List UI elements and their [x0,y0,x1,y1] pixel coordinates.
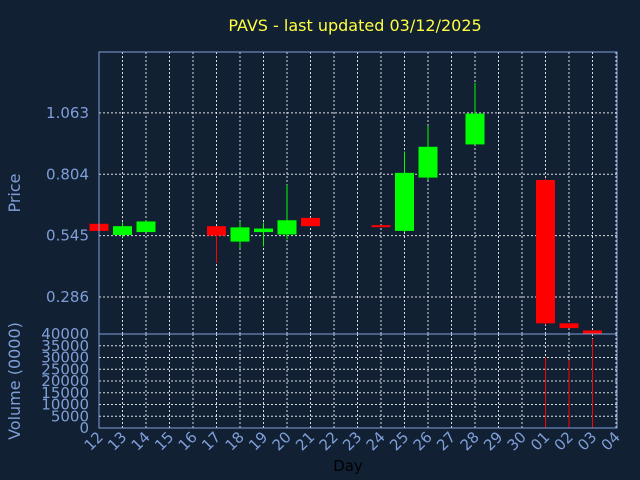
x-tick-label: 01 [527,428,553,454]
volume-tick-label: 35000 [41,337,89,355]
volume-tick-label: 15000 [41,384,89,402]
candle-body [371,225,391,228]
candle-19 [254,222,273,247]
x-tick-label: 28 [457,428,483,454]
x-tick-label: 17 [198,428,224,454]
x-tick-label: 25 [386,428,412,454]
candle-body [301,217,320,227]
candle-body [559,323,579,329]
chart-title: PAVS - last updated 03/12/2025 [228,16,481,35]
candle-body [418,146,438,178]
volume-tick-label: 30000 [41,349,89,367]
x-tick-labels: 1213141516171819202122232425262728293001… [81,428,624,454]
x-tick-label: 30 [504,428,530,454]
x-tick-label: 13 [104,428,130,454]
x-tick-label: 18 [222,428,248,454]
volume-tick-label: 25000 [41,360,89,378]
x-tick-label: 16 [175,428,201,454]
x-tick-label: 04 [598,428,624,454]
candle-body [536,179,555,324]
candle-18 [230,221,250,249]
price-axis-label: Price [5,173,24,212]
candle-body [254,228,273,233]
x-tick-label: 02 [551,428,577,454]
candle-body [136,221,156,233]
price-tick-label: 0.545 [46,227,89,245]
x-tick-label: 27 [433,428,459,454]
volume-tick-label: 10000 [41,396,89,414]
candle-body [395,172,414,231]
price-tick-labels: 0.286 0.545 0.804 1.063 [46,104,89,306]
candle-03 [583,330,602,334]
volume-gridlines [99,334,617,428]
volume-tick-label: 20000 [41,372,89,390]
candles [89,82,602,334]
candle-17 [207,226,226,263]
x-tick-label: 20 [269,428,295,454]
x-axis-label: Day [333,457,363,475]
x-tick-label: 21 [292,428,318,454]
candle-13 [113,222,132,237]
price-tick-label: 0.286 [46,288,89,306]
x-tick-label: 29 [480,428,506,454]
candle-20 [277,184,297,240]
candle-02 [559,323,579,329]
candle-body [583,330,602,334]
x-tick-label: 23 [339,428,365,454]
candle-01 [536,178,555,325]
candle-26 [418,125,438,180]
x-tick-label: 03 [574,428,600,454]
volume-axis-label: Volume (0000) [5,322,24,440]
volume-tick-label: 40000 [41,325,89,343]
candle-28 [465,82,485,145]
x-tick-label: 24 [363,428,389,454]
volume-tick-label: 5000 [51,407,89,425]
candle-body [465,113,485,145]
candle-24 [371,224,391,228]
candle-body [113,226,132,235]
candle-14 [136,220,156,233]
volume-tick-label: 0 [79,419,89,437]
volume-bars [545,338,593,428]
volume-panel-frame [98,333,618,429]
x-tick-label: 15 [151,428,177,454]
x-tick-label: 19 [245,428,271,454]
candle-body [207,226,226,236]
candle-body [277,220,297,235]
price-tick-label: 1.063 [46,104,89,122]
candle-21 [301,217,320,227]
x-tick-label: 26 [410,428,436,454]
x-tick-label: 14 [128,428,154,454]
price-tick-label: 0.804 [46,165,89,183]
candle-25 [395,151,414,233]
candle-body [230,227,250,242]
x-tick-label: 22 [316,428,342,454]
